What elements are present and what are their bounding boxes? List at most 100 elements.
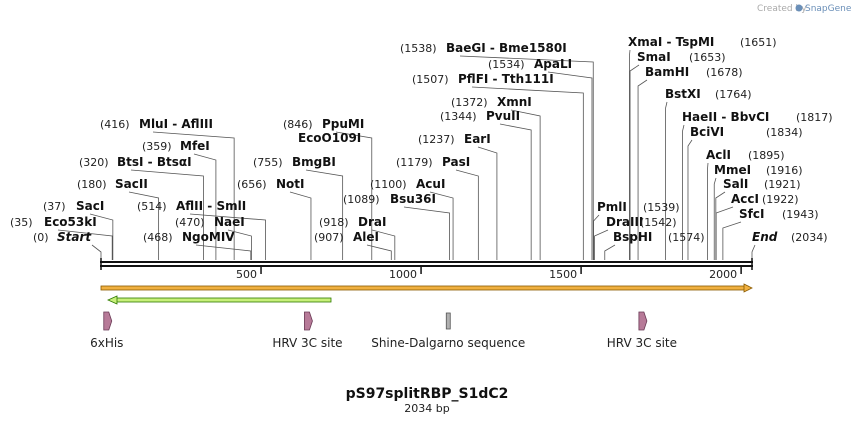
site-ecoo109i[interactable]: EcoO109I (298, 131, 361, 145)
site-pflfi[interactable]: PflFI - Tth111I (1507) (412, 72, 554, 86)
site-pmli[interactable]: PmlI (1539) (597, 200, 680, 214)
orange-strand-arrow[interactable] (100, 283, 753, 293)
green-strand-body (112, 297, 332, 303)
site-name: Eco53kI (44, 215, 97, 229)
site-alei[interactable]: AleI (907) (314, 230, 379, 244)
site-position: (1534) (488, 58, 525, 71)
site-name: NaeI (214, 215, 245, 229)
site-bmgbi[interactable]: BmgBI (755) (253, 155, 336, 169)
site-leader (687, 139, 693, 260)
plasmid-name: pS97splitRBP_S1dC2 (346, 386, 509, 402)
orange-strand-arrowhead (743, 283, 753, 293)
site-pvuii[interactable]: PvuII (1344) (440, 109, 520, 123)
site-haeii[interactable]: HaeII - BbvCI (1817) (682, 110, 833, 124)
site-ppumi[interactable]: PpuMI (846) (283, 117, 364, 131)
plasmid-length: 2034 bp (404, 402, 449, 415)
backbone-bottom-strand (100, 265, 753, 267)
site-position: (468) (143, 231, 173, 244)
site-bcivi[interactable]: BciVI (1834) (690, 125, 803, 139)
site-name: DraI (358, 215, 386, 229)
site-baegi[interactable]: BaeGI - Bme1580I (1538) (400, 41, 567, 55)
site-position: (1538) (400, 42, 437, 55)
site-leader (455, 169, 479, 260)
site-leader (547, 71, 593, 260)
site-position: (1922) (762, 193, 799, 206)
site-name: AcuI (416, 177, 445, 191)
site-name: PasI (442, 155, 470, 169)
site-sacii[interactable]: SacII (180) (77, 177, 148, 191)
site-position: (1179) (396, 156, 433, 169)
feature-hrv3c-1[interactable]: HRV 3C site (272, 311, 343, 350)
site-position: (1653) (689, 51, 726, 64)
orange-strand-body (100, 285, 749, 291)
site-position: (1764) (715, 88, 752, 101)
site-leader (665, 101, 668, 260)
site-bstxi[interactable]: BstXI (1764) (665, 87, 752, 101)
site-draiii[interactable]: DraIII(1542) (606, 215, 677, 229)
site-naei[interactable]: NaeI (470) (175, 215, 245, 229)
site-eari[interactable]: EarI (1237) (418, 132, 491, 146)
site-acci[interactable]: AccI (1922) (731, 192, 799, 206)
site-eco53ki[interactable]: Eco53kI (35) (10, 215, 97, 229)
site-xmai[interactable]: XmaI - TspMI (1651) (628, 35, 777, 49)
site-position: (656) (237, 178, 267, 191)
site-bsphi[interactable]: BspHI (1574) (613, 230, 705, 244)
feature-hrv3c-2[interactable]: HRV 3C site (607, 311, 677, 350)
start-name: Start (57, 230, 92, 244)
site-name: Bsu36I (390, 192, 436, 206)
site-leader (429, 191, 454, 260)
site-position: (1507) (412, 73, 449, 86)
site-leader (629, 49, 631, 260)
site-mfei[interactable]: MfeI (359) (142, 139, 210, 153)
site-acli[interactable]: AclI (1895) (706, 148, 785, 162)
site-leader (715, 191, 726, 260)
site-pasi[interactable]: PasI (1179) (396, 155, 470, 169)
site-bsu36i[interactable]: Bsu36I (1089) (343, 192, 436, 206)
site-name: AleI (353, 230, 379, 244)
site-mmei[interactable]: MmeI (1916) (714, 163, 803, 177)
site-smai[interactable]: SmaI (1653) (637, 50, 726, 64)
green-strand-arrow[interactable] (107, 295, 332, 305)
site-position: (1344) (440, 110, 477, 123)
site-position: (320) (79, 156, 109, 169)
start-position: (0) (33, 231, 49, 244)
end-position: (2034) (791, 231, 828, 244)
site-position: (1921) (764, 178, 801, 191)
site-position: (514) (137, 200, 167, 213)
axis-tick-label: 1500 (549, 268, 577, 281)
site-name: BciVI (690, 125, 724, 139)
site-noti[interactable]: NotI (656) (237, 177, 305, 191)
site-xmni[interactable]: XmnI (1372) (451, 95, 532, 109)
feature-6xhis[interactable]: 6xHis (90, 311, 123, 350)
axis-tick-label: 500 (236, 268, 257, 281)
site-leader (510, 109, 541, 260)
site-apali[interactable]: ApaLI (1534) (488, 57, 572, 71)
site-name: BtsI - BtsαI (117, 155, 192, 169)
feature-shine-dalgarno[interactable]: Shine-Dalgarno sequence (371, 312, 525, 350)
site-btsi[interactable]: BtsI - BtsαI (320) (79, 155, 192, 169)
site-leader (629, 64, 640, 260)
site-name: PvuII (486, 109, 520, 123)
site-ngomiv[interactable]: NgoMIV (468) (143, 230, 235, 244)
site-position: (907) (314, 231, 344, 244)
site-mlui[interactable]: MluI - AflIII (416) (100, 117, 213, 131)
site-leader (289, 191, 312, 260)
feature-label: 6xHis (90, 336, 123, 350)
feature-arrow-icon (638, 311, 648, 331)
site-saci[interactable]: SacI (37) (43, 199, 104, 213)
site-afliii[interactable]: AflII - SmlI (514) (137, 199, 246, 213)
site-position: (846) (283, 118, 313, 131)
site-name: XmnI (497, 95, 532, 109)
site-leader (152, 131, 235, 260)
site-leader (57, 229, 113, 260)
site-bamhi[interactable]: BamHI (1678) (645, 65, 743, 79)
site-sfci[interactable]: SfcI (1943) (739, 207, 819, 221)
site-acui[interactable]: AcuI (1100) (370, 177, 445, 191)
site-sali[interactable]: SalI (1921) (723, 177, 801, 191)
site-position: (755) (253, 156, 283, 169)
site-name: AclI (706, 148, 731, 162)
site-name: SalI (723, 177, 748, 191)
site-position: (1916) (766, 164, 803, 177)
site-drai[interactable]: DraI (918) (319, 215, 386, 229)
site-position: (1834) (766, 126, 803, 139)
